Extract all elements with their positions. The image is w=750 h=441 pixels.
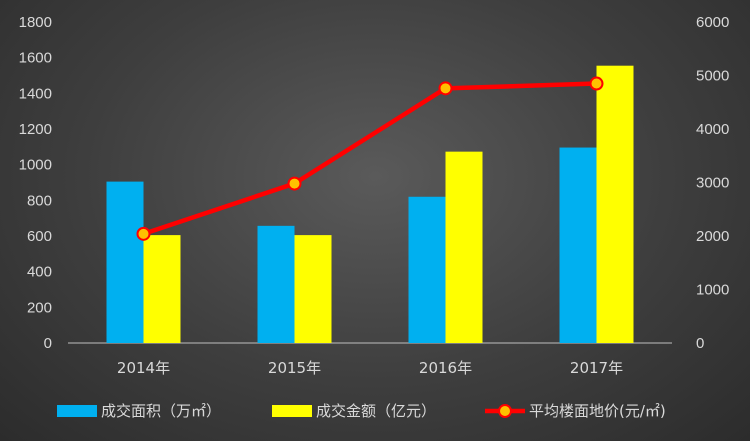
legend-label: 成交金额（亿元） (316, 402, 436, 420)
right-tick-label: 1000 (696, 282, 729, 299)
bar (106, 181, 144, 343)
left-tick-label: 1000 (19, 157, 52, 174)
x-tick-label: 2016年 (419, 359, 472, 377)
left-axis-ticks: 0 200 400 600 800 1000 1200 1400 1600 1800 (19, 14, 52, 352)
left-tick-label: 400 (27, 264, 52, 281)
bar (408, 196, 446, 343)
left-tick-label: 0 (44, 335, 52, 352)
bar (596, 65, 634, 344)
line-point (438, 81, 453, 96)
bar (445, 151, 483, 343)
bar (559, 147, 597, 343)
left-tick-label: 1800 (19, 14, 52, 31)
legend-label: 平均楼面地价(元/㎡) (529, 402, 666, 420)
legend-swatch-marker (498, 404, 512, 418)
x-tick-label: 2015年 (268, 359, 321, 377)
left-tick-label: 800 (27, 192, 52, 209)
x-tick-label: 2017年 (570, 359, 623, 377)
bar (294, 235, 332, 343)
right-tick-label: 2000 (696, 228, 729, 245)
left-tick-label: 600 (27, 228, 52, 245)
right-axis-ticks: 0 1000 2000 3000 4000 5000 6000 (696, 14, 729, 352)
right-tick-label: 0 (696, 335, 704, 352)
line-point (287, 176, 302, 191)
bar (143, 235, 181, 343)
legend-swatch (272, 405, 312, 417)
legend-swatch (57, 405, 97, 417)
avg-price-line-layer (136, 76, 604, 241)
legend-label: 成交面积（万㎡） (101, 402, 221, 420)
left-tick-label: 1200 (19, 121, 52, 138)
left-tick-label: 200 (27, 299, 52, 316)
line-point (136, 226, 151, 241)
right-tick-label: 6000 (696, 14, 729, 31)
bar (257, 225, 295, 343)
avg-price-line (141, 81, 599, 237)
left-tick-label: 1600 (19, 50, 52, 67)
x-axis-labels: 2014年 2015年 2016年 2017年 (117, 359, 623, 377)
x-tick-label: 2014年 (117, 359, 170, 377)
bars (106, 65, 634, 344)
left-tick-label: 1400 (19, 85, 52, 102)
right-tick-label: 5000 (696, 68, 729, 85)
line-point (589, 76, 604, 91)
right-tick-label: 3000 (696, 175, 729, 192)
right-tick-label: 4000 (696, 121, 729, 138)
legend: 成交面积（万㎡） 成交金额（亿元） 平均楼面地价(元/㎡) (57, 402, 666, 420)
